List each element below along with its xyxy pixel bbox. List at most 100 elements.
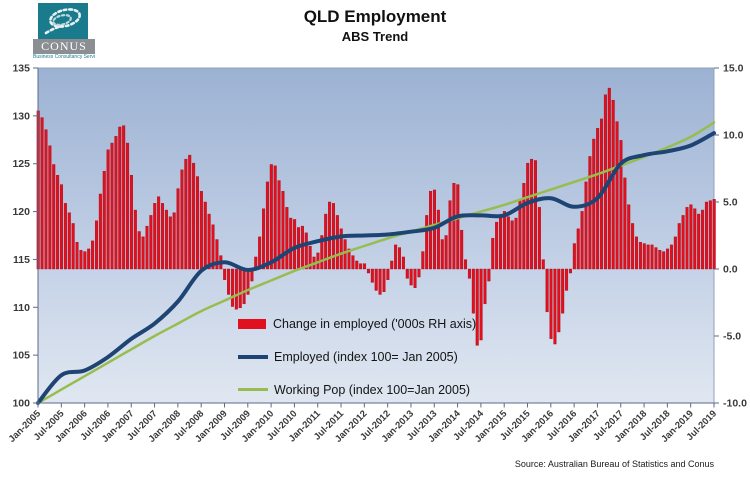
legend-item-working-pop: Working Pop (index 100=Jan 2005) xyxy=(238,373,476,406)
change-bar xyxy=(87,248,91,270)
change-bar xyxy=(479,268,483,341)
change-bar xyxy=(697,213,701,270)
change-bar xyxy=(40,117,44,270)
change-bar xyxy=(60,184,64,270)
change-bar xyxy=(557,268,561,333)
change-bar xyxy=(662,251,666,270)
change-bar xyxy=(689,204,693,270)
change-bar xyxy=(71,223,75,270)
change-bar xyxy=(102,170,106,270)
change-bar xyxy=(273,165,277,270)
change-bar xyxy=(495,221,499,270)
change-bar xyxy=(405,268,409,279)
chart-title: QLD Employment xyxy=(303,7,447,26)
change-bar xyxy=(234,268,238,310)
change-bar xyxy=(487,268,491,282)
change-bar xyxy=(157,196,161,270)
change-bar xyxy=(98,193,102,270)
change-bar xyxy=(211,224,215,270)
change-bar xyxy=(199,191,203,270)
change-bar xyxy=(394,244,398,270)
change-bar xyxy=(549,268,553,339)
change-bar xyxy=(52,164,56,270)
change-bar xyxy=(460,229,464,270)
change-bar xyxy=(464,259,468,270)
change-bar xyxy=(265,181,269,270)
right-axis-tick-label: -10.0 xyxy=(723,398,747,410)
change-bar xyxy=(203,201,207,270)
change-bar xyxy=(149,215,153,270)
change-bar xyxy=(262,208,266,270)
change-bar xyxy=(378,268,382,295)
change-bar xyxy=(390,260,394,270)
change-bar xyxy=(94,220,98,270)
change-bar xyxy=(145,225,149,270)
change-bar xyxy=(417,268,421,278)
change-bar xyxy=(669,244,673,270)
change-bar xyxy=(425,215,429,270)
change-bar xyxy=(526,162,530,270)
change-bar xyxy=(693,208,697,270)
change-bar xyxy=(701,209,705,270)
change-bar xyxy=(118,126,122,270)
change-bar xyxy=(452,183,456,270)
change-bar xyxy=(277,180,281,270)
change-bar xyxy=(506,216,510,270)
change-bar xyxy=(129,174,133,270)
change-bar xyxy=(448,200,452,270)
change-bar xyxy=(363,263,367,270)
change-bar xyxy=(627,204,631,270)
axis-ticks xyxy=(33,67,719,408)
change-bar xyxy=(347,248,351,270)
change-bar xyxy=(533,160,537,270)
change-bar xyxy=(215,239,219,270)
change-bar xyxy=(366,268,370,274)
change-bar xyxy=(172,212,176,270)
change-bar xyxy=(351,255,355,270)
legend-label: Working Pop (index 100=Jan 2005) xyxy=(274,382,471,397)
green-line-swatch-icon xyxy=(238,388,268,391)
change-bar xyxy=(537,207,541,270)
change-bar xyxy=(673,236,677,270)
swirl-icon xyxy=(44,8,81,35)
y-axis-right-labels: 15.0 10.0 5.0 0.0 -5.0 -10.0 xyxy=(723,63,747,410)
change-bar xyxy=(514,217,518,270)
right-axis-tick-label: 10.0 xyxy=(723,130,744,142)
change-bar xyxy=(638,241,642,270)
conus-logo-swirl xyxy=(38,3,88,39)
change-bar xyxy=(646,244,650,270)
chart-legend: Change in employed ('000s RH axis) Emplo… xyxy=(238,307,476,406)
change-bar xyxy=(67,212,71,270)
change-bar xyxy=(335,215,339,270)
change-bar xyxy=(110,142,114,270)
change-bar xyxy=(565,268,569,291)
change-bar xyxy=(619,140,623,270)
change-bar xyxy=(83,251,87,270)
change-bar xyxy=(289,217,293,270)
left-axis-tick-label: 100 xyxy=(12,398,30,410)
left-axis-tick-label: 125 xyxy=(12,158,30,170)
change-bar xyxy=(227,268,231,295)
change-bar xyxy=(56,174,60,270)
change-bar xyxy=(561,268,565,314)
y-axis-left-labels: 135 130 125 120 115 110 105 100 xyxy=(12,63,30,410)
change-bar xyxy=(382,268,386,292)
change-bar xyxy=(207,213,211,270)
change-bar xyxy=(654,247,658,270)
change-bar xyxy=(499,215,503,270)
change-bar xyxy=(308,246,312,270)
change-bar xyxy=(141,236,145,270)
change-bar xyxy=(553,268,557,345)
change-bar xyxy=(180,169,184,270)
conus-logo-wordmark: CONUS xyxy=(33,39,95,54)
legend-label: Employed (index 100= Jan 2005) xyxy=(274,349,458,364)
change-bar xyxy=(114,136,118,270)
change-bar xyxy=(510,220,514,270)
change-bar xyxy=(685,207,689,270)
x-axis-labels: Jan-2005Jul-2005Jan-2006Jul-2006Jan-2007… xyxy=(7,408,720,445)
change-bar xyxy=(413,268,417,288)
left-axis-tick-label: 130 xyxy=(12,110,30,122)
change-bar xyxy=(588,156,592,270)
change-bar xyxy=(137,231,141,270)
